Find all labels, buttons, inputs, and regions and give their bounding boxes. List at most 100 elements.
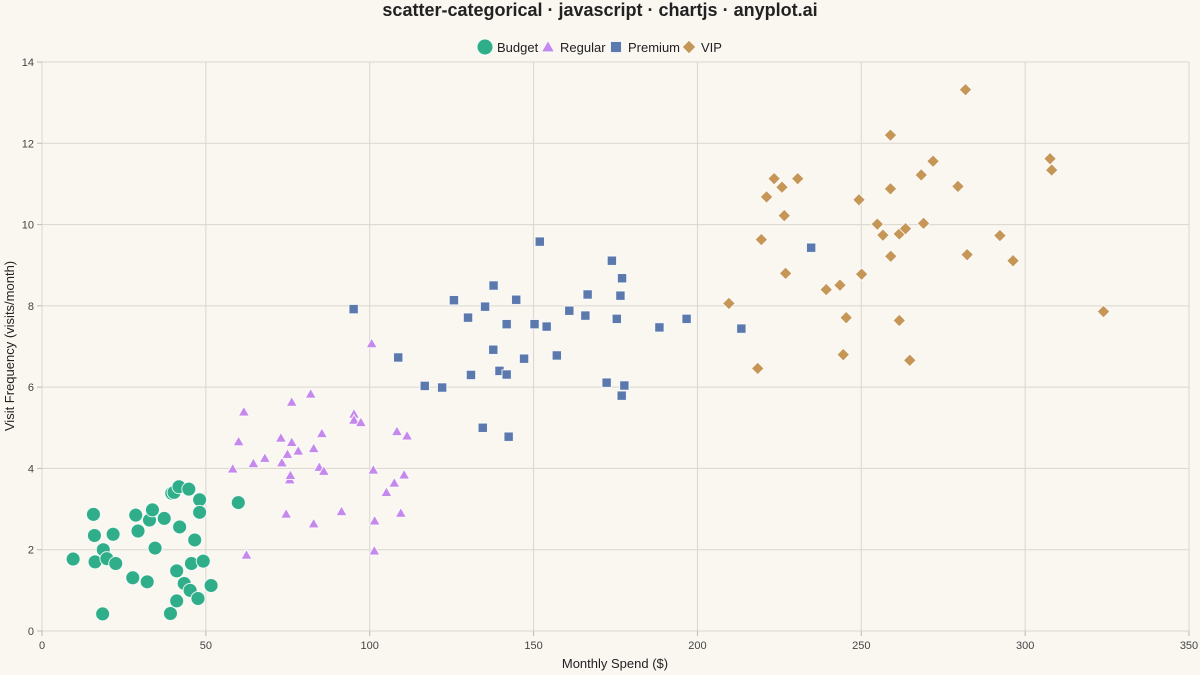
budget-point bbox=[192, 504, 208, 520]
regular-point bbox=[275, 456, 289, 468]
budget-point bbox=[125, 570, 141, 586]
premium-point bbox=[654, 322, 665, 333]
budget-point bbox=[95, 606, 111, 622]
vip-point bbox=[902, 353, 917, 368]
regular-point bbox=[380, 485, 393, 498]
regular-point bbox=[387, 476, 401, 488]
premium-point bbox=[488, 280, 499, 291]
regular-point bbox=[304, 387, 318, 399]
vip-point bbox=[790, 171, 805, 186]
legend-marker-premium bbox=[609, 40, 623, 54]
premium-point bbox=[348, 303, 359, 315]
legend-item-regular[interactable]: Regular bbox=[540, 39, 607, 55]
premium-point bbox=[419, 380, 430, 392]
budget-point bbox=[108, 556, 124, 572]
budget-point bbox=[190, 590, 206, 606]
budget-point bbox=[139, 574, 155, 590]
premium-point bbox=[681, 313, 692, 325]
vip-point bbox=[836, 347, 851, 362]
regular-point bbox=[317, 464, 331, 476]
vip-point bbox=[1044, 163, 1059, 178]
vip-point bbox=[883, 249, 898, 264]
budget-point bbox=[147, 540, 163, 556]
legend-label: Premium bbox=[628, 40, 680, 55]
regular-point bbox=[307, 517, 321, 529]
regular-point bbox=[281, 447, 294, 459]
budget-point bbox=[172, 519, 188, 535]
vip-point bbox=[1096, 304, 1111, 319]
regular-point bbox=[335, 505, 348, 517]
y-tick-label: 12 bbox=[22, 138, 34, 150]
vip-point bbox=[754, 232, 769, 247]
budget-point bbox=[144, 502, 160, 518]
vip-point bbox=[892, 313, 907, 328]
legend-item-vip[interactable]: VIP bbox=[681, 39, 722, 55]
series-premium bbox=[348, 236, 817, 442]
regular-point bbox=[307, 442, 321, 454]
legend-marker-vip bbox=[681, 39, 697, 55]
premium-point bbox=[465, 369, 477, 381]
budget-point bbox=[156, 510, 172, 526]
premium-point bbox=[448, 294, 460, 306]
regular-point bbox=[274, 431, 288, 443]
premium-point bbox=[488, 344, 499, 355]
vip-point bbox=[759, 189, 774, 204]
legend-item-premium[interactable]: Premium bbox=[609, 40, 680, 55]
premium-point bbox=[582, 289, 593, 300]
vip-point bbox=[767, 171, 782, 186]
regular-point bbox=[240, 548, 253, 560]
vip-point bbox=[721, 296, 736, 311]
budget-point bbox=[187, 532, 203, 548]
vip-point bbox=[778, 266, 793, 281]
y-tick-label: 6 bbox=[28, 382, 34, 394]
vip-point bbox=[883, 128, 898, 143]
vip-point bbox=[832, 278, 847, 293]
vip-point bbox=[774, 180, 789, 195]
vip-point bbox=[916, 216, 931, 231]
legend-item-budget[interactable]: Budget bbox=[476, 38, 539, 56]
budget-point bbox=[192, 492, 208, 508]
premium-point bbox=[479, 301, 491, 312]
y-axis-label: Visit Frequency (visits/month) bbox=[2, 261, 17, 431]
regular-point bbox=[232, 435, 245, 447]
premium-point bbox=[606, 255, 618, 266]
premium-point bbox=[564, 305, 575, 316]
chart-title: scatter-categorical · javascript · chart… bbox=[382, 0, 817, 20]
regular-point bbox=[284, 468, 297, 480]
budget-point bbox=[169, 563, 185, 579]
premium-point bbox=[736, 323, 747, 334]
y-tick-label: 14 bbox=[22, 57, 34, 69]
premium-point bbox=[477, 422, 488, 433]
vip-point bbox=[777, 208, 792, 223]
budget-point bbox=[195, 553, 211, 569]
regular-point bbox=[315, 426, 329, 439]
vip-point bbox=[1006, 253, 1021, 268]
premium-point bbox=[580, 310, 591, 321]
legend[interactable]: Budget Regular Premium VIP bbox=[476, 38, 722, 56]
grid-lines bbox=[41, 61, 1190, 632]
x-tick-label: 0 bbox=[39, 640, 45, 652]
premium-point bbox=[511, 294, 522, 305]
x-axis-label: Monthly Spend ($) bbox=[562, 656, 668, 671]
series-budget bbox=[65, 479, 246, 622]
budget-point bbox=[162, 606, 178, 622]
budget-point bbox=[203, 577, 219, 593]
premium-point bbox=[805, 242, 817, 253]
regular-point bbox=[368, 514, 381, 526]
series-regular bbox=[226, 337, 414, 560]
vip-point bbox=[926, 154, 941, 169]
y-tick-label: 8 bbox=[28, 301, 34, 313]
premium-point bbox=[462, 312, 474, 323]
regular-point bbox=[285, 395, 299, 407]
legend-label: VIP bbox=[701, 40, 722, 55]
vip-point bbox=[883, 181, 898, 196]
premium-point bbox=[518, 353, 530, 364]
regular-point bbox=[291, 444, 305, 456]
x-tick-label: 100 bbox=[361, 640, 379, 652]
budget-point bbox=[86, 527, 102, 543]
x-tick-label: 250 bbox=[852, 640, 870, 652]
regular-point bbox=[397, 468, 411, 480]
x-tick-label: 300 bbox=[1016, 640, 1034, 652]
